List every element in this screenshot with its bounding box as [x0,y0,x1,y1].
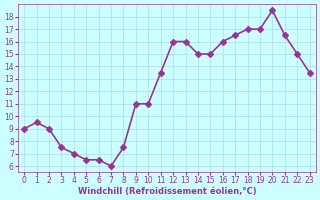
X-axis label: Windchill (Refroidissement éolien,°C): Windchill (Refroidissement éolien,°C) [77,187,256,196]
